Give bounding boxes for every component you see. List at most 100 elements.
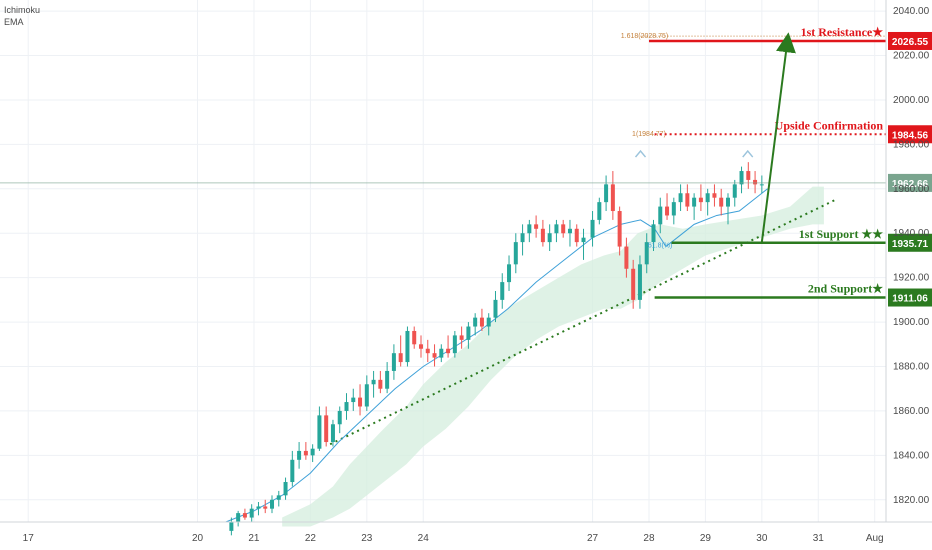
candle-body	[554, 224, 559, 234]
candle-body	[412, 330, 417, 345]
candle-body	[242, 513, 247, 518]
time-tick-label: 30	[756, 533, 768, 544]
second-support-price-badge	[888, 288, 932, 307]
first-support-price-text: 1935.71	[892, 239, 929, 250]
candle-body	[391, 353, 396, 371]
candle-body	[678, 193, 683, 203]
price-tick-label: 1840.00	[893, 450, 930, 461]
candle-body	[263, 506, 268, 509]
price-tick-label: 1820.00	[893, 495, 930, 506]
candle-body	[249, 508, 254, 518]
price-tick-label: 2040.00	[893, 6, 930, 17]
candle-body	[513, 242, 518, 265]
candle-body	[527, 224, 532, 234]
candle-body	[567, 228, 572, 234]
first-resistance-label: 1st Resistance★	[801, 25, 884, 39]
candle-body	[290, 459, 295, 483]
candle-body	[486, 317, 491, 327]
time-tick-label: 24	[418, 533, 430, 544]
candle-body	[439, 348, 444, 358]
candle-body	[452, 335, 457, 354]
time-tick-label: 17	[23, 533, 35, 544]
candle-body	[604, 184, 609, 203]
price-tick-label: 1940.00	[893, 228, 930, 239]
candle-body	[631, 268, 636, 300]
upside-confirmation-price-badge	[888, 125, 932, 144]
price-tick-label: 1960.00	[893, 184, 930, 195]
candle-body	[425, 348, 430, 354]
candle-body	[270, 499, 275, 509]
first-support-label: 1st Support ★★	[799, 227, 883, 241]
candle-body	[746, 171, 751, 180]
second-support-label: 2nd Support★	[808, 282, 883, 296]
candle-body	[479, 317, 484, 327]
candle-body	[685, 193, 690, 207]
price-tick-label: 1880.00	[893, 362, 930, 373]
candle-body	[547, 233, 552, 243]
candle-body	[432, 353, 437, 358]
time-tick-label: 21	[248, 533, 260, 544]
candle-body	[534, 224, 539, 229]
candle-body	[473, 317, 478, 327]
peak-marker	[634, 149, 647, 158]
candle-body	[705, 193, 710, 203]
fib-label: 1.618(2028.75)	[621, 33, 668, 40]
time-tick-label: 23	[361, 533, 373, 544]
candle-body	[698, 197, 703, 203]
candle-body	[378, 379, 383, 389]
first-resistance-price-text: 2026.55	[892, 37, 929, 48]
candle-body	[561, 224, 566, 234]
candle-body	[405, 330, 410, 363]
candle-body	[732, 184, 737, 198]
candle-body	[617, 211, 622, 247]
candle-body	[446, 348, 451, 354]
fib-label: 61.8(%)	[648, 242, 673, 249]
candle-body	[466, 326, 471, 340]
legend-ichimoku: Ichimoku	[4, 5, 41, 15]
last-price-text: 1962.66	[892, 179, 929, 190]
time-tick-label: 20	[192, 533, 204, 544]
candle-body	[371, 379, 376, 385]
fib-label: 1(1984.77)	[632, 131, 666, 138]
time-tick-label: 27	[587, 533, 599, 544]
time-tick-label: 22	[305, 533, 317, 544]
candle-body	[597, 202, 602, 220]
candle-body	[759, 184, 764, 186]
candle-body	[459, 335, 464, 340]
candle-body	[658, 206, 663, 225]
candle-body	[507, 264, 512, 283]
price-tick-label: 1980.00	[893, 139, 930, 150]
price-tick-label: 1860.00	[893, 406, 930, 417]
legend-ema: EMA	[4, 17, 24, 27]
candle-body	[324, 415, 329, 443]
time-tick-label: 28	[643, 533, 655, 544]
upside-confirmation-label: Upside Confirmation	[775, 118, 884, 132]
candle-body	[637, 264, 642, 300]
candle-body	[610, 184, 615, 212]
candle-body	[330, 424, 335, 443]
projection-arrow	[760, 32, 796, 243]
candle-body	[665, 206, 670, 216]
candle-body	[344, 402, 349, 411]
candle-body	[310, 448, 315, 456]
candle-body	[574, 228, 579, 243]
candle-body	[590, 219, 595, 238]
price-tick-label: 2020.00	[893, 51, 930, 62]
candle-body	[493, 299, 498, 318]
candle-body	[256, 506, 261, 509]
candle-body	[297, 450, 302, 460]
ichimoku-cloud	[282, 186, 824, 527]
first-support-price-badge	[888, 233, 932, 252]
candle-body	[671, 202, 676, 216]
candle-body	[358, 397, 363, 407]
candle-body	[624, 246, 629, 269]
candle-body	[725, 197, 730, 207]
candle-body	[712, 193, 717, 198]
candle-body	[229, 522, 234, 531]
candle-body	[283, 482, 288, 496]
candle-body	[500, 282, 505, 300]
candle-body	[644, 242, 649, 265]
candle-body	[303, 450, 308, 456]
candle-body	[418, 344, 423, 349]
candle-body	[739, 171, 744, 185]
